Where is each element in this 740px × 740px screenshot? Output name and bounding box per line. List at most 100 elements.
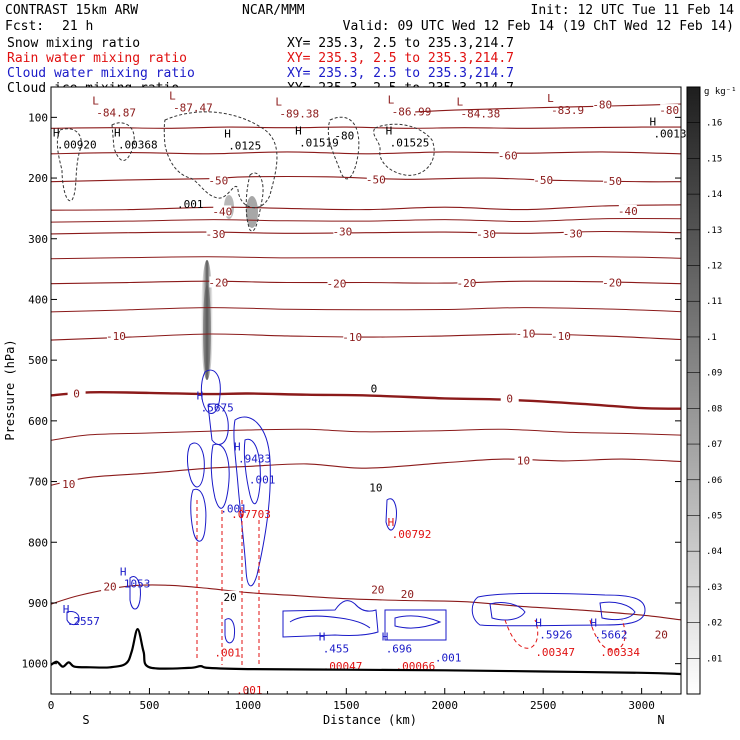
colorbar-tick-label: .15 (706, 154, 722, 164)
extremum-mark: L (92, 94, 99, 107)
legend-rain-name: Rain water mixing ratio (7, 51, 187, 66)
legend-snow-xy: XY= 235.3, 2.5 to 235.3,214.7 (287, 36, 514, 51)
x-axis-ticks: 0 500 1000 1500 2000 2500 3000 (48, 688, 662, 712)
extremum-mark: L (547, 92, 554, 105)
isotherm--10 (50, 333, 682, 341)
extremum-mark: L (457, 96, 464, 109)
extremum-value: .5662 (594, 628, 627, 641)
contour-label-bg (498, 149, 517, 161)
extremum-value: .5926 (539, 628, 572, 641)
contour-label: -40 (618, 205, 638, 218)
cloudwater-contour (282, 600, 379, 638)
cloudwater-contour (289, 615, 371, 629)
colorbar-tick-label: .08 (706, 404, 722, 414)
model-title: CONTRAST 15km ARW (5, 3, 138, 18)
contour-label-bg (618, 204, 637, 216)
contour-label-bg (366, 173, 385, 185)
extremum-value: .07703 (231, 508, 271, 521)
contour-label-bg (500, 392, 519, 404)
colorbar-tick-label: .1 (706, 333, 717, 343)
ice-contour (163, 111, 278, 209)
contour-label-bg (101, 580, 120, 592)
ice-contour (245, 172, 264, 232)
x-tick-label: 0 (48, 699, 55, 712)
extremum-value: .2557 (67, 615, 100, 628)
y-axis-label: Pressure (hPa) (3, 339, 17, 440)
cloudwater-contour (190, 488, 207, 542)
isotherm-intermediate (50, 428, 682, 441)
cloudwater-contour (384, 609, 447, 641)
contour-label-bg (364, 382, 383, 394)
contour-label: -20 (208, 276, 228, 289)
isotherm-intermediate (50, 307, 682, 313)
extremum-value: .696 (386, 642, 413, 655)
extremum-mark: H (382, 630, 389, 643)
isotherm-10 (50, 458, 682, 486)
contour-label-bg (333, 225, 352, 237)
cloudwater-contour (243, 438, 261, 505)
colorbar-tick-label: .05 (706, 511, 722, 521)
contour-label-bg (67, 387, 86, 399)
extremum-value: -83.9 (551, 104, 584, 117)
extremum-value: .001 (214, 647, 241, 660)
x-tick-label: 2500 (530, 699, 557, 712)
contour-label-bg (603, 276, 622, 288)
contour-label-bg (327, 277, 346, 289)
contour-label: 20 (224, 591, 237, 604)
contour-label: -50 (366, 173, 386, 186)
extremum-value: .01525 (390, 137, 430, 150)
contour-label-bg (603, 175, 622, 187)
contour-label-bg (59, 477, 78, 489)
contour-label: -60 (498, 150, 518, 163)
extremum-value: .5675 (201, 401, 234, 414)
contour-label: -50 (208, 174, 228, 187)
legend-cloudwater-xy: XY= 235.3, 2.5 to 235.3,214.7 (287, 66, 514, 81)
extremum-mark: H (386, 125, 393, 138)
ice-contour (56, 128, 82, 202)
extremum-value: .00334 (600, 646, 640, 659)
extremum-mark: H (224, 128, 231, 141)
contour-label-bg (593, 98, 612, 110)
contour-label-bg (652, 628, 671, 640)
extremum-value: .00130 (653, 128, 693, 141)
contour-label: -80 (592, 99, 612, 112)
rain-contour (589, 619, 626, 651)
snow-column-lower (203, 285, 211, 375)
extremum-value: .455 (323, 642, 350, 655)
extremum-mark: H (63, 603, 70, 616)
forecast-label: Fcst: (5, 19, 44, 34)
contour-label: -30 (332, 225, 352, 238)
org-label: NCAR/MMM (242, 3, 305, 18)
rain-water-contours (196, 500, 626, 665)
x-tick-label: 1000 (235, 699, 262, 712)
colorbar-tick-label: .06 (706, 476, 722, 486)
legend-snow-name: Snow mixing ratio (7, 36, 140, 51)
extremum-value: .00792 (392, 528, 432, 541)
cloudwater-contour (385, 498, 397, 531)
contour-label-bg (551, 329, 570, 341)
cloudwater-contour (233, 416, 271, 587)
isotherm--80 (415, 103, 682, 113)
contour-label-bg (209, 276, 228, 288)
colorbar-tick-label: .01 (706, 654, 722, 664)
y-tick-label: 100 (28, 111, 48, 124)
contour-label-bg (366, 481, 385, 493)
contour-label: -30 (563, 227, 583, 240)
colorbar-tick-label: .09 (706, 369, 722, 379)
isotherm-0 (50, 390, 682, 410)
isotherm-20 (50, 584, 682, 621)
y-tick-label: 200 (28, 172, 48, 185)
y-tick-label: 500 (28, 354, 48, 367)
ice-contour (111, 122, 135, 161)
rain-contour (504, 619, 539, 649)
isotherm--40 (50, 204, 682, 211)
extremum-value: 1053 (124, 577, 151, 590)
contour-label-bg (660, 104, 679, 116)
snow-patch-2 (246, 196, 258, 228)
extremum-mark: H (388, 516, 395, 529)
contour-label-bg (213, 205, 232, 217)
extremum-value: .01519 (299, 137, 339, 150)
extremum-value: .00368 (118, 138, 158, 151)
cloudwater-contour (207, 403, 229, 445)
